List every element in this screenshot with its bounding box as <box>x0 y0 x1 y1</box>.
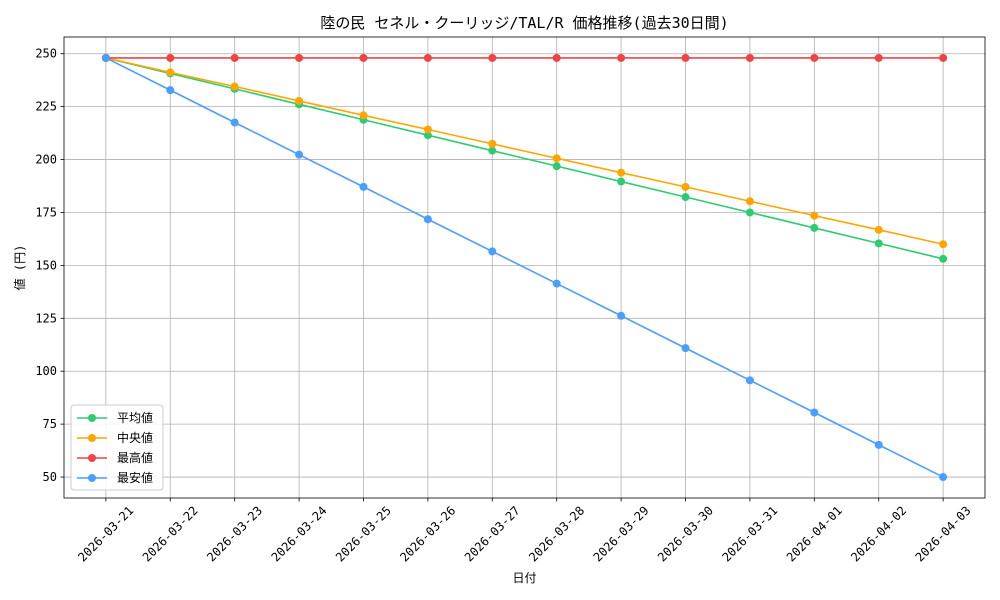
median-point <box>617 168 626 177</box>
average-point <box>681 193 690 202</box>
lowest-point <box>488 247 497 256</box>
legend-item-highest: 最高値 <box>77 450 153 465</box>
highest-point <box>488 53 497 62</box>
y-tick-label: 125 <box>35 311 57 325</box>
average-point <box>939 254 948 263</box>
highest-point <box>617 53 626 62</box>
median-point <box>681 182 690 191</box>
average-point <box>488 146 497 155</box>
median-point <box>166 68 175 77</box>
legend-swatch-marker <box>88 434 96 442</box>
legend: 平均値 中央値 最高値 最安値 <box>70 404 164 491</box>
lowest-point <box>617 311 626 320</box>
y-axis: 50 75 100 125 150 175 200 225 250 <box>35 47 64 484</box>
legend-swatch-marker <box>88 474 96 482</box>
highest-point <box>745 53 754 62</box>
median-point <box>874 225 883 234</box>
legend-label: 中央値 <box>117 430 153 445</box>
highest-point <box>552 53 561 62</box>
y-tick-label: 75 <box>43 417 57 431</box>
legend-frame <box>70 404 164 491</box>
highest-point <box>166 53 175 62</box>
average-point <box>552 162 561 171</box>
highest-point <box>874 53 883 62</box>
y-tick-label: 250 <box>35 47 57 61</box>
x-axis-label: 日付 <box>512 571 536 585</box>
highest-point <box>295 53 304 62</box>
legend-item-median: 中央値 <box>77 430 153 445</box>
lowest-point <box>681 344 690 353</box>
highest-point <box>681 53 690 62</box>
lowest-series <box>101 53 948 482</box>
legend-item-lowest: 最安値 <box>77 470 153 485</box>
legend-label: 平均値 <box>117 410 153 425</box>
median-series <box>101 53 948 249</box>
average-point <box>745 208 754 217</box>
median-point <box>295 96 304 105</box>
grid <box>64 37 985 498</box>
y-tick-label: 50 <box>43 470 57 484</box>
y-tick-label: 225 <box>35 100 57 114</box>
median-point <box>810 211 819 220</box>
median-point <box>745 197 754 206</box>
lowest-point <box>423 215 432 224</box>
average-point <box>874 239 883 248</box>
lowest-point <box>552 279 561 288</box>
plot-frame <box>63 36 986 499</box>
y-tick-label: 200 <box>35 153 57 167</box>
series-layer <box>101 53 948 482</box>
median-point <box>488 139 497 148</box>
legend-label: 最高値 <box>117 450 153 465</box>
average-line <box>105 57 944 260</box>
lowest-point <box>359 182 368 191</box>
highest-point <box>939 53 948 62</box>
chart-title: 陸の民 セネル・クーリッジ/TAL/R 価格推移(過去30日間) <box>320 14 728 32</box>
median-point <box>359 111 368 120</box>
highest-series <box>101 53 948 62</box>
average-point <box>617 177 626 186</box>
lowest-line <box>105 57 944 478</box>
average-point <box>810 223 819 232</box>
lowest-point <box>874 440 883 449</box>
median-point <box>939 240 948 249</box>
y-tick-label: 150 <box>35 258 57 272</box>
y-axis-label: 値 (円) <box>12 245 27 291</box>
highest-point <box>359 53 368 62</box>
median-point <box>552 154 561 163</box>
lowest-point <box>745 376 754 385</box>
y-tick-label: 175 <box>35 205 57 219</box>
legend-label: 最安値 <box>117 470 153 485</box>
median-point <box>423 125 432 134</box>
y-tick-label: 100 <box>35 364 57 378</box>
highest-point <box>810 53 819 62</box>
highest-point <box>230 53 239 62</box>
median-line <box>105 57 944 246</box>
legend-swatch-marker <box>88 414 96 422</box>
lowest-point <box>939 473 948 482</box>
lowest-point <box>101 53 110 62</box>
highest-point <box>423 53 432 62</box>
average-point <box>423 131 432 140</box>
median-point <box>230 82 239 91</box>
lowest-point <box>230 118 239 127</box>
lowest-point <box>810 408 819 417</box>
lowest-point <box>295 150 304 159</box>
legend-item-average: 平均値 <box>77 410 153 425</box>
legend-swatch-marker <box>88 454 96 462</box>
lowest-point <box>166 86 175 95</box>
